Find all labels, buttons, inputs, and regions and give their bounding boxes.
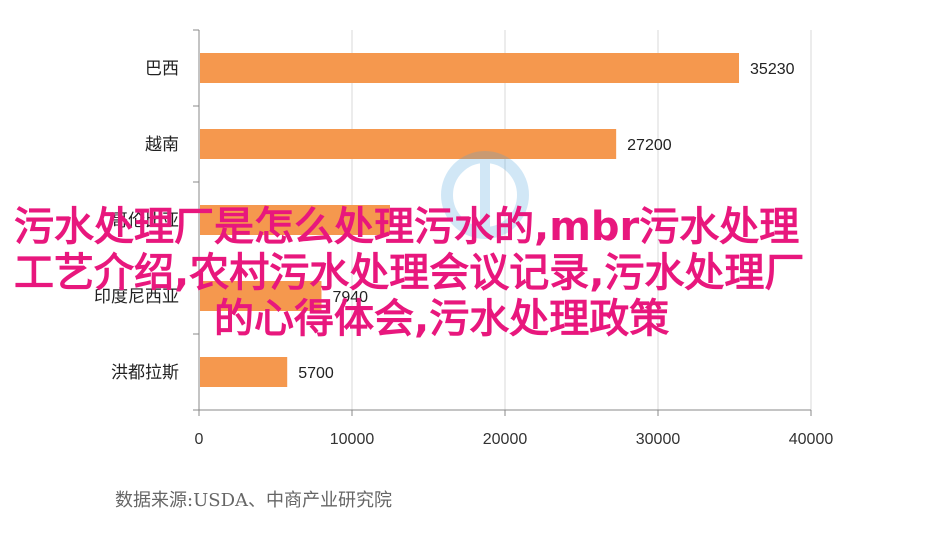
bar <box>200 53 740 83</box>
overlay-title: 污水处理厂是怎么处理污水的,mbr污水处理 工艺介绍,农村污水处理会议记录,污水… <box>14 204 874 342</box>
category-label: 洪都拉斯 <box>111 363 179 383</box>
x-tick-label: 30000 <box>636 431 681 448</box>
overlay-title-line3: 的心得体会,污水处理政策 <box>214 296 670 342</box>
x-tick-label: 10000 <box>330 431 375 448</box>
source-note: 数据来源:USDA、中商产业研究院 <box>115 490 392 511</box>
category-label: 印度尼西亚 <box>94 287 179 307</box>
watermark-logo-icon <box>441 151 529 239</box>
bar <box>200 129 617 159</box>
x-tick-label: 0 <box>195 431 204 448</box>
value-labels: 35230 27200 7940 5700 <box>298 61 794 382</box>
value-label: 5700 <box>298 365 334 382</box>
category-label-hidden: 哥伦比亚 <box>111 211 179 231</box>
value-label: 35230 <box>750 61 795 78</box>
bar <box>200 281 322 311</box>
x-tick-label: 20000 <box>483 431 528 448</box>
category-label: 越南 <box>145 135 179 155</box>
bar-hidden <box>200 205 390 235</box>
value-label: 7940 <box>332 289 368 306</box>
overlay-title-line1: 污水处理厂是怎么处理污水的,mbr污水处理 <box>14 204 800 250</box>
overlay-title-line2: 工艺介绍,农村污水处理会议记录,污水处理厂 <box>14 250 805 296</box>
x-tick-labels: 0 10000 20000 30000 40000 <box>195 410 834 448</box>
x-tick-label: 40000 <box>789 431 834 448</box>
category-label: 巴西 <box>145 59 179 79</box>
bars <box>200 53 740 387</box>
value-label: 27200 <box>627 137 672 154</box>
bar <box>200 357 288 387</box>
